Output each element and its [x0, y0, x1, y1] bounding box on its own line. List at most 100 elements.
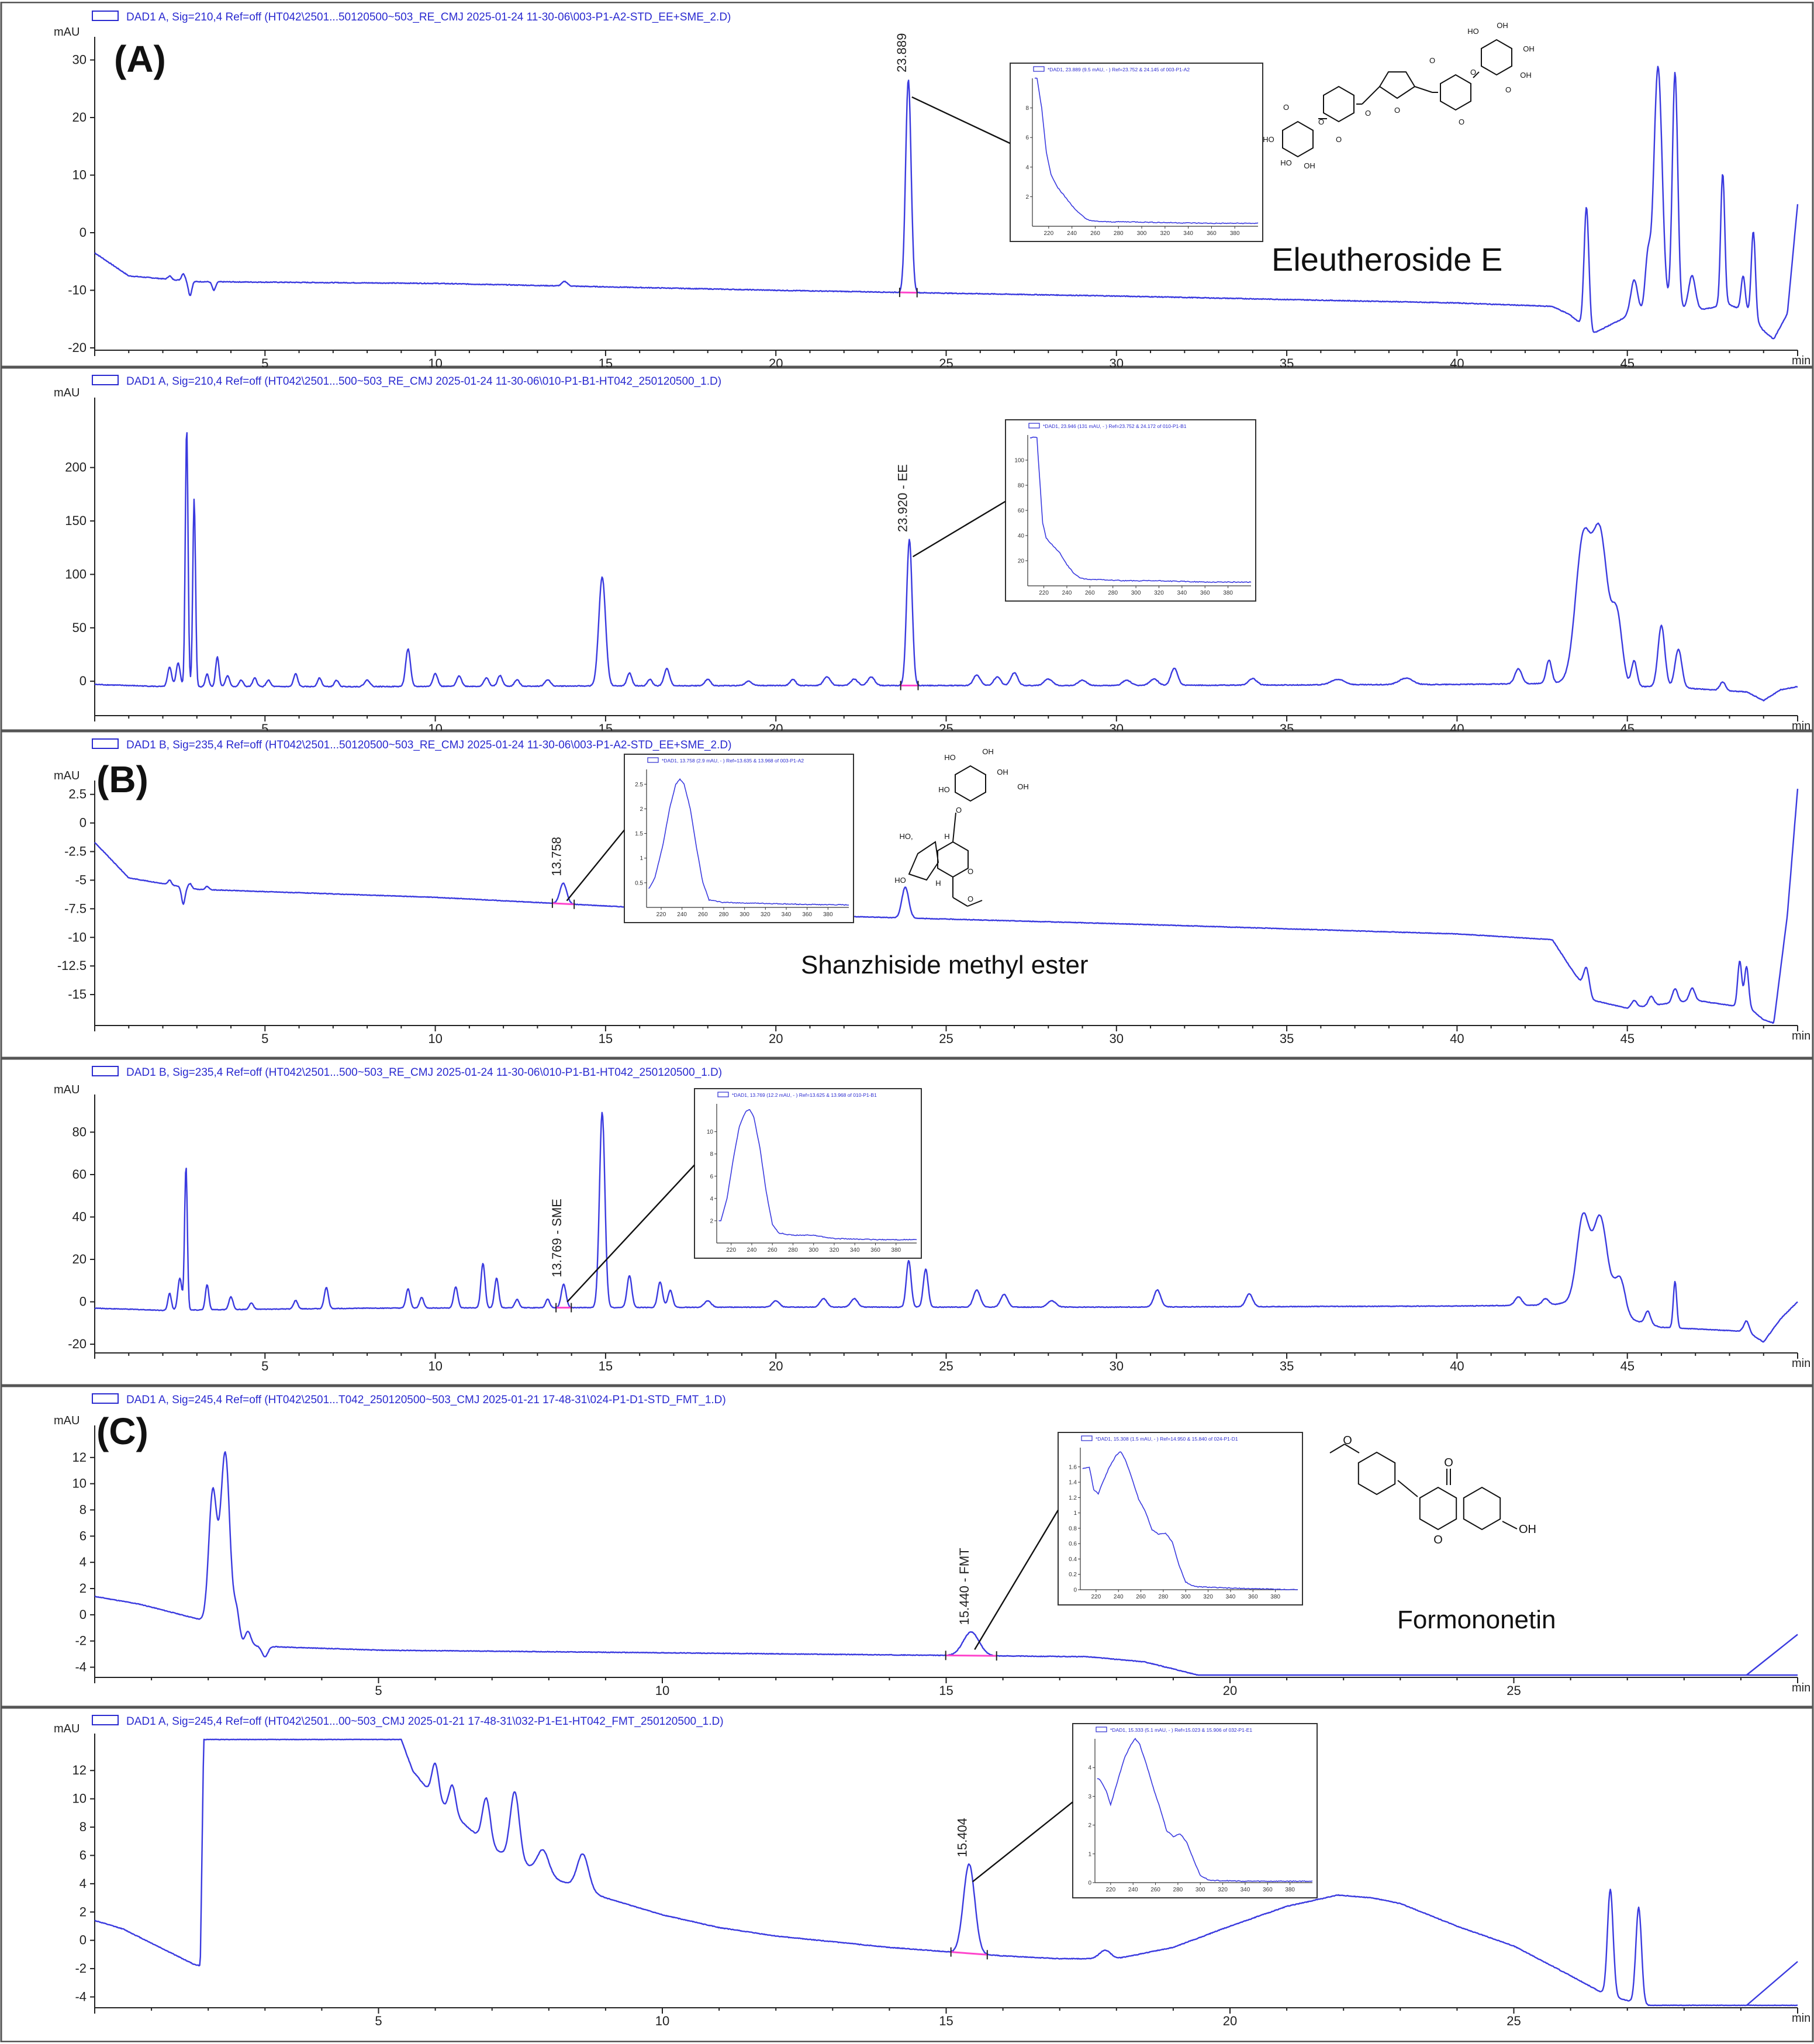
inset-x-tick-label: 220	[1091, 1594, 1101, 1600]
compound-name: Eleutheroside E	[1271, 241, 1502, 278]
inset-y-tick-label: 60	[1018, 508, 1025, 515]
inset-y-tick-label: 0.5	[635, 880, 643, 886]
inset-x-tick-label: 280	[1173, 1887, 1183, 1893]
x-tick-label: 15	[599, 1359, 613, 1373]
y-unit-label: mAU	[54, 1722, 80, 1735]
y-unit-label: mAU	[54, 1083, 80, 1096]
x-tick-label: 10	[655, 1683, 669, 1698]
y-tick-label: 2	[80, 1581, 87, 1596]
uv-spectrum-inset: *DAD1, 13.758 (2.9 mAU, - ) Ref=13.635 &…	[624, 754, 854, 923]
peak-inset-connector	[566, 1164, 695, 1303]
y-tick-label: 8	[80, 1819, 87, 1834]
atom-label: OH	[1304, 161, 1315, 170]
inset-y-tick-label: 0	[1088, 1880, 1091, 1887]
x-tick-label: 35	[1280, 1031, 1294, 1046]
inset-x-tick-label: 260	[1150, 1887, 1160, 1893]
y-tick-label: 0	[80, 816, 87, 830]
inset-x-tick-label: 320	[1154, 590, 1164, 596]
peak-label: 15.404	[955, 1818, 970, 1857]
inset-y-tick-label: 3	[1088, 1794, 1091, 1800]
inset-x-tick-label: 320	[761, 911, 770, 918]
uv-spectrum-trace	[1097, 1738, 1313, 1883]
inset-header: *DAD1, 15.308 (1.5 mAU, - ) Ref=14.950 &…	[1096, 1436, 1238, 1442]
inset-x-tick-label: 300	[1137, 230, 1147, 237]
inset-x-tick-label: 300	[808, 1247, 818, 1254]
y-tick-label: 150	[65, 513, 87, 528]
x-tick-label: 30	[1110, 1359, 1124, 1373]
atom-label: O	[1429, 56, 1435, 65]
inset-x-tick-label: 260	[1090, 230, 1100, 237]
inset-x-tick-label: 380	[1230, 230, 1240, 237]
atom-label: OH	[982, 747, 994, 756]
chromatogram-trace	[94, 1111, 1798, 1343]
inset-header: *DAD1, 13.769 (12.2 mAU, - ) Ref=13.625 …	[732, 1092, 877, 1098]
x-tick-label: 10	[428, 356, 442, 367]
x-tick-label: 15	[599, 721, 613, 731]
atom-label: OH	[1497, 21, 1508, 30]
inset-frame	[1010, 63, 1263, 242]
y-tick-label: -7.5	[64, 901, 87, 916]
chromatogram-trace	[94, 65, 1799, 340]
bond	[952, 897, 968, 907]
x-tick-label: 25	[939, 356, 953, 367]
inset-frame	[1058, 1432, 1303, 1605]
x-tick-label: 35	[1280, 1359, 1294, 1373]
integration-baseline	[552, 902, 575, 906]
inset-y-tick-label: 0.6	[1069, 1541, 1077, 1548]
y-tick-label: 8	[80, 1503, 87, 1517]
inset-y-tick-label: 1.6	[1069, 1464, 1077, 1470]
uv-spectrum-inset: *DAD1, 13.769 (12.2 mAU, - ) Ref=13.625 …	[694, 1088, 922, 1259]
chromatogram-trace	[94, 1738, 1798, 2007]
x-tick-label: 5	[261, 721, 268, 731]
inset-x-tick-label: 280	[1114, 230, 1124, 237]
inset-y-tick-label: 4	[710, 1196, 713, 1202]
inset-y-tick-label: 0.2	[1069, 1572, 1077, 1578]
inset-x-tick-label: 320	[1203, 1594, 1213, 1600]
x-tick-label: 15	[939, 2014, 953, 2028]
atom-label: HO	[894, 876, 906, 885]
inset-y-tick-label: 1	[1073, 1510, 1077, 1517]
inset-y-tick-label: 6	[710, 1173, 713, 1180]
x-tick-label: 45	[1620, 721, 1634, 731]
x-tick-label: 20	[1223, 1683, 1237, 1698]
x-unit-label: min	[1792, 1682, 1810, 1694]
chromatogram-trace	[94, 431, 1798, 702]
inset-x-tick-label: 360	[1200, 590, 1210, 596]
inset-x-tick-label: 280	[719, 911, 729, 918]
uv-spectrum-trace	[648, 778, 849, 906]
x-tick-label: 10	[428, 721, 442, 731]
legend-swatch	[92, 1066, 119, 1076]
x-tick-label: 25	[1507, 1683, 1521, 1698]
x-unit-label: min	[1792, 720, 1810, 731]
chromatogram-svg: DAD1 B, Sig=235,4 Ref=off (HT042\2501...…	[0, 1058, 1814, 1386]
uv-spectrum-inset: *DAD1, 23.946 (131 mAU, - ) Ref=23.752 &…	[1005, 419, 1256, 602]
x-tick-label: 10	[428, 1031, 442, 1046]
y-unit-label: mAU	[54, 769, 80, 782]
legend-swatch	[92, 11, 119, 21]
atom-label: OH	[1523, 44, 1535, 53]
inset-y-tick-label: 8	[1025, 105, 1029, 112]
x-tick-label: 40	[1450, 356, 1464, 367]
inset-header: *DAD1, 23.889 (9.5 mAU, - ) Ref=23.752 &…	[1048, 67, 1190, 72]
inset-legend-swatch	[1081, 1435, 1093, 1441]
x-tick-label: 25	[1507, 2014, 1521, 2028]
chromatogram-svg: DAD1 B, Sig=235,4 Ref=off (HT042\2501...…	[0, 731, 1814, 1058]
chromatogram-panel-b-sample: DAD1 B, Sig=235,4 Ref=off (HT042\2501...…	[0, 1058, 1814, 1386]
inset-frame	[1005, 419, 1256, 602]
y-tick-label: -2.5	[64, 844, 87, 859]
bond	[967, 900, 983, 907]
inset-legend-swatch	[1033, 66, 1045, 72]
inset-y-tick-label: 1.2	[1069, 1495, 1077, 1501]
inset-y-tick-label: 6	[1025, 135, 1029, 141]
phenyl-ring	[1357, 1451, 1396, 1496]
atom-label: O	[1505, 85, 1511, 94]
x-tick-label: 10	[655, 2014, 669, 2028]
y-tick-label: -20	[68, 1337, 87, 1351]
atom-label: O	[1394, 106, 1400, 115]
bond	[1502, 1521, 1518, 1529]
inset-x-tick-label: 360	[1263, 1887, 1273, 1893]
axes: mAU min -15 -12.5 -10 -7.5 -5 -2.5 0 2.5 5 10 15 20 25…	[54, 769, 1810, 1046]
sugar-ring	[1481, 39, 1512, 76]
inset-header: *DAD1, 15.333 (5.1 mAU, - ) Ref=15.023 &…	[1110, 1727, 1252, 1733]
